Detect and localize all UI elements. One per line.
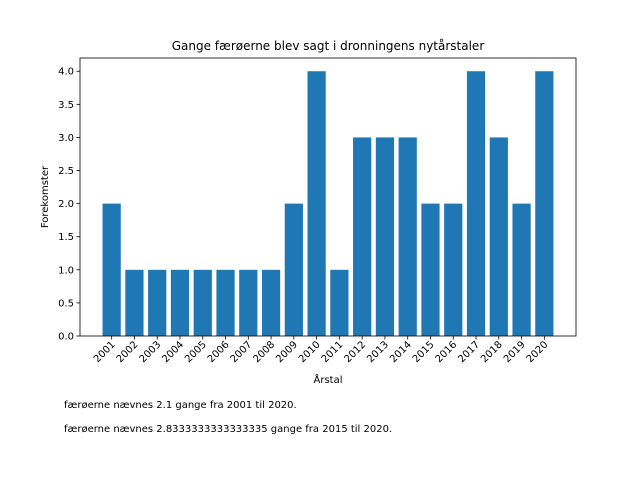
plot-frame [79,57,577,337]
y-tick-label: 3.0 [58,133,74,144]
y-tick-label: 0.5 [58,298,74,309]
annotation: færøerne nævnes 2.8333333333333335 gange… [64,424,392,435]
y-tick-label: 1.5 [58,232,74,243]
bar [535,71,554,336]
y-tick-label: 1.0 [58,265,74,276]
y-tick-label: 2.0 [58,199,74,210]
y-tick-label: 3.5 [58,100,74,111]
bar [444,203,463,336]
y-tick-label: 4.0 [58,67,74,78]
bar [284,203,303,336]
bar [489,137,508,336]
bar [125,269,144,336]
bar [148,269,167,336]
bar [307,71,326,336]
x-axis-label: Årstal [314,373,343,386]
bar [261,269,281,336]
bar [170,269,190,336]
bar [512,203,531,336]
y-tick-label: 0.0 [58,332,74,343]
bar [330,269,349,336]
bar [398,137,417,336]
bar [421,203,440,336]
chart-title: Gange færøerne blev sagt i dronningens n… [172,39,485,53]
bar [193,269,212,336]
bar [353,137,372,336]
bar [102,203,121,336]
bar [239,269,258,336]
annotation: færøerne nævnes 2.1 gange fra 2001 til 2… [64,400,297,411]
bar [466,71,486,336]
bar [216,269,235,336]
y-axis-label: Forekomster [40,165,51,228]
bar [375,137,395,336]
y-tick-label: 2.5 [58,166,74,177]
